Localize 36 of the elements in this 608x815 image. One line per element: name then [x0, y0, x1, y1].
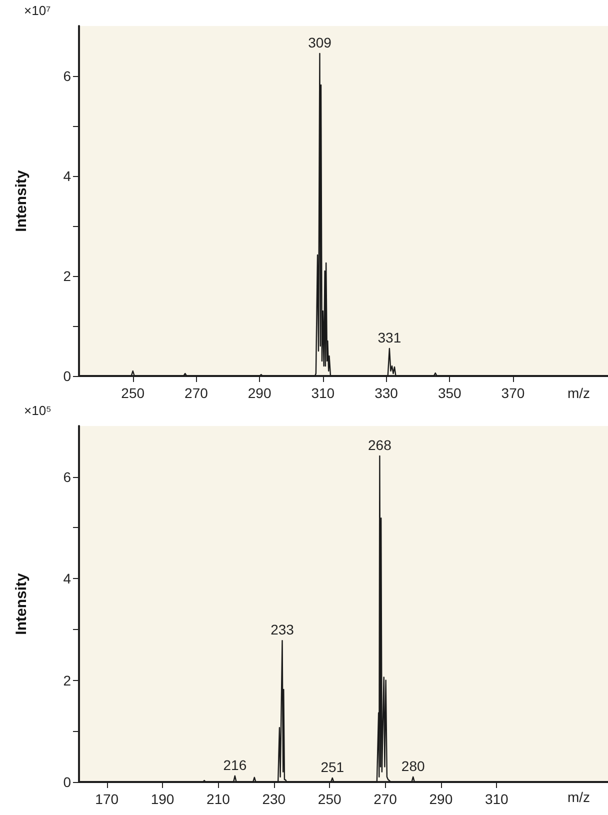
y-axis-title: Intensity	[13, 572, 30, 635]
x-tick-label: 250	[318, 791, 342, 807]
annotation: 268	[368, 437, 392, 454]
annotation: 309	[308, 34, 332, 50]
x-tick-label: 170	[95, 791, 119, 807]
x-tick-label: 290	[429, 791, 453, 807]
annotation: 251	[320, 758, 344, 775]
x-tick-label: 310	[484, 791, 509, 807]
annotation: 280	[401, 758, 425, 774]
y-tick-label: 2	[63, 672, 72, 688]
y-tick-label: 0	[63, 774, 72, 790]
annotation: 331	[378, 330, 402, 346]
x-tick-label: 250	[121, 385, 145, 401]
x-tick-label: 230	[262, 791, 286, 807]
x-tick-label: 370	[501, 385, 525, 401]
x-tick-label: 310	[311, 385, 335, 401]
x-tick-label: 330	[374, 385, 398, 401]
x-tick-label: 210	[206, 791, 230, 807]
x-tick-label: 270	[184, 385, 208, 401]
y-axis-title: Intensity	[13, 170, 30, 232]
annotation: 216	[223, 756, 247, 773]
annotation: 233	[270, 622, 294, 638]
y-tick-label: 4	[63, 168, 72, 184]
y-tick-label: 6	[63, 68, 72, 84]
y-tick-label: 6	[63, 468, 72, 485]
x-axis-title: m/z	[567, 789, 590, 805]
x-tick-label: 290	[248, 385, 272, 401]
y-tick-label: 4	[63, 570, 72, 587]
x-tick-label: 350	[438, 385, 462, 401]
y-tick-label: 2	[63, 268, 72, 284]
x-tick-label: 190	[150, 791, 174, 807]
y-tick-label: 0	[63, 368, 72, 384]
text: ×10⁵	[24, 403, 52, 418]
text: ×10⁷	[24, 3, 52, 18]
x-tick-label: 270	[374, 791, 398, 807]
x-axis-title: m/z	[567, 385, 590, 401]
